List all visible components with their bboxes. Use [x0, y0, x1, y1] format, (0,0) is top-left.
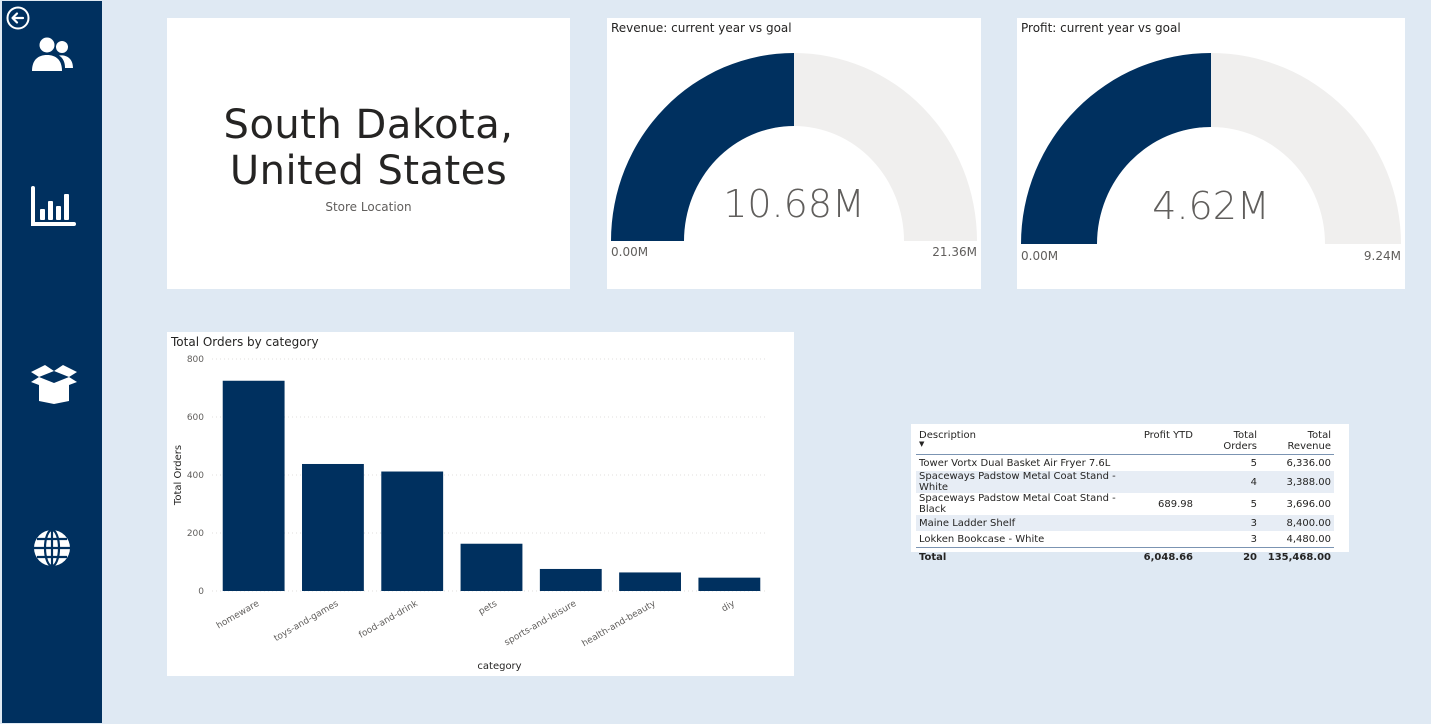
row-revenue: 3,388.00	[1286, 476, 1331, 488]
row-revenue: 6,336.00	[1286, 457, 1331, 469]
table-row[interactable]: Tower Vortx Dual Basket Air Fryer 7.6L 5 6…	[916, 455, 1334, 472]
orders-bar-chart: 800 600 400 200 0 Total Orders homeware toys-an…	[173, 355, 767, 672]
row-profit	[1140, 515, 1196, 531]
row-orders: 5	[1250, 457, 1257, 469]
table-row[interactable]: Spaceways Padstow Metal Coat Stand - Bla…	[916, 493, 1334, 515]
profit-gauge-fill	[1021, 53, 1211, 244]
row-description: Lokken Bookcase - White	[919, 533, 1045, 545]
x-tick-label: sports-and-leisure	[503, 599, 579, 649]
col-revenue-header[interactable]: Total Revenue	[1287, 430, 1331, 452]
total-revenue: 135,468.00	[1267, 551, 1331, 563]
row-revenue: 3,696.00	[1286, 498, 1331, 510]
table-row[interactable]: Lokken Bookcase - White 3 4,480.00	[916, 531, 1334, 548]
bar-homeware	[222, 380, 285, 591]
nav-geography-button[interactable]	[29, 527, 79, 569]
row-profit	[1140, 455, 1196, 472]
nav-users-button[interactable]	[29, 35, 79, 77]
location-line-2: United States	[229, 148, 508, 194]
location-name: South Dakota, United States	[167, 102, 570, 194]
nav-products-button[interactable]	[29, 363, 79, 405]
profit-gauge-max: 9.24M	[1363, 249, 1401, 263]
y-axis-label: Total Orders	[173, 445, 184, 506]
y-tick-label: 800	[187, 355, 204, 365]
table-row[interactable]: Spaceways Padstow Metal Coat Stand - Whi…	[916, 471, 1334, 493]
x-tick-label: diy	[720, 599, 737, 615]
y-tick-label: 600	[187, 413, 204, 423]
profit-gauge-value: 4.62M	[1152, 184, 1270, 228]
globe-icon	[34, 528, 70, 568]
col-profit-header[interactable]: Profit YTD	[1143, 430, 1193, 441]
row-profit: 689.98	[1158, 498, 1193, 510]
row-orders: 3	[1250, 533, 1257, 545]
bar-diy	[698, 577, 761, 591]
table-row[interactable]: Maine Ladder Shelf 3 8,400.00	[916, 515, 1334, 531]
y-tick-label: 400	[187, 471, 204, 481]
bar-pets	[460, 543, 523, 591]
revenue-gauge-min: 0.00M	[611, 245, 649, 259]
revenue-gauge-value: 10.68M	[723, 182, 865, 226]
col-description-label: Description	[919, 430, 976, 441]
sidebar-nav	[2, 1, 102, 723]
chart-title: Total Orders by category	[171, 335, 319, 349]
profit-gauge-title: Profit: current year vs goal	[1021, 21, 1181, 35]
orders-by-category-card: Total Orders by category 800 600 400 200 0 To…	[167, 332, 794, 676]
col-orders-header[interactable]: Total Orders	[1223, 430, 1257, 452]
profit-gauge-card: Profit: current year vs goal 4.62M 0.00M…	[1017, 18, 1405, 289]
x-tick-label: homeware	[215, 599, 261, 632]
revenue-gauge-title: Revenue: current year vs goal	[611, 21, 792, 35]
total-orders: 20	[1243, 551, 1257, 563]
row-orders: 3	[1250, 517, 1257, 529]
bar-food-and-drink	[381, 471, 444, 591]
row-description: Spaceways Padstow Metal Coat Stand - Whi…	[919, 471, 1116, 493]
table-header-row: Description ▼ Profit YTD Total Orders To…	[916, 428, 1334, 455]
x-tick-label: health-and-beauty	[580, 599, 658, 650]
open-box-icon	[31, 365, 77, 404]
profit-gauge-min: 0.00M	[1021, 249, 1059, 263]
row-description: Tower Vortx Dual Basket Air Fryer 7.6L	[919, 457, 1111, 469]
products-table: Description ▼ Profit YTD Total Orders To…	[916, 428, 1334, 566]
row-description: Maine Ladder Shelf	[919, 517, 1016, 529]
users-icon	[32, 37, 73, 71]
profit-gauge	[1021, 53, 1401, 244]
location-subtitle: Store Location	[325, 200, 412, 214]
store-location-card: South Dakota, United States Store Locati…	[167, 18, 570, 289]
sort-down-icon: ▼	[919, 440, 925, 448]
row-profit	[1140, 471, 1196, 493]
row-revenue: 4,480.00	[1286, 533, 1331, 545]
row-profit	[1140, 531, 1196, 548]
x-axis-label: category	[477, 661, 521, 672]
row-description: Spaceways Padstow Metal Coat Stand - Bla…	[919, 493, 1116, 515]
revenue-gauge-max: 21.36M	[932, 245, 977, 259]
col-description-header[interactable]: Description ▼	[916, 428, 1140, 455]
bar-chart-icon	[31, 186, 76, 226]
bar-toys-and-games	[302, 463, 364, 591]
total-label: Total	[919, 551, 947, 563]
back-button[interactable]	[5, 5, 31, 31]
bar-sports-and-leisure	[539, 568, 602, 591]
products-table-card: Description ▼ Profit YTD Total Orders To…	[911, 424, 1349, 563]
x-tick-label: food-and-drink	[357, 599, 420, 641]
revenue-gauge	[611, 53, 977, 241]
table-total-row: Total 6,048.66 20 135,468.00	[916, 547, 1334, 567]
y-tick-label: 200	[187, 529, 204, 539]
revenue-gauge-fill	[611, 53, 794, 241]
nav-analytics-button[interactable]	[29, 186, 79, 228]
bar-health-and-beauty	[619, 572, 681, 591]
total-profit: 6,048.66	[1143, 551, 1193, 563]
row-orders: 4	[1250, 476, 1257, 488]
y-tick-label: 0	[198, 587, 204, 597]
x-tick-label: toys-and-games	[272, 599, 340, 644]
revenue-gauge-card: Revenue: current year vs goal 10.68M 0.0…	[607, 18, 981, 289]
back-arrow-icon	[6, 6, 30, 30]
row-orders: 5	[1250, 498, 1257, 510]
x-tick-label: pets	[477, 599, 499, 618]
row-revenue: 8,400.00	[1286, 517, 1331, 529]
location-line-1: South Dakota,	[223, 102, 514, 148]
